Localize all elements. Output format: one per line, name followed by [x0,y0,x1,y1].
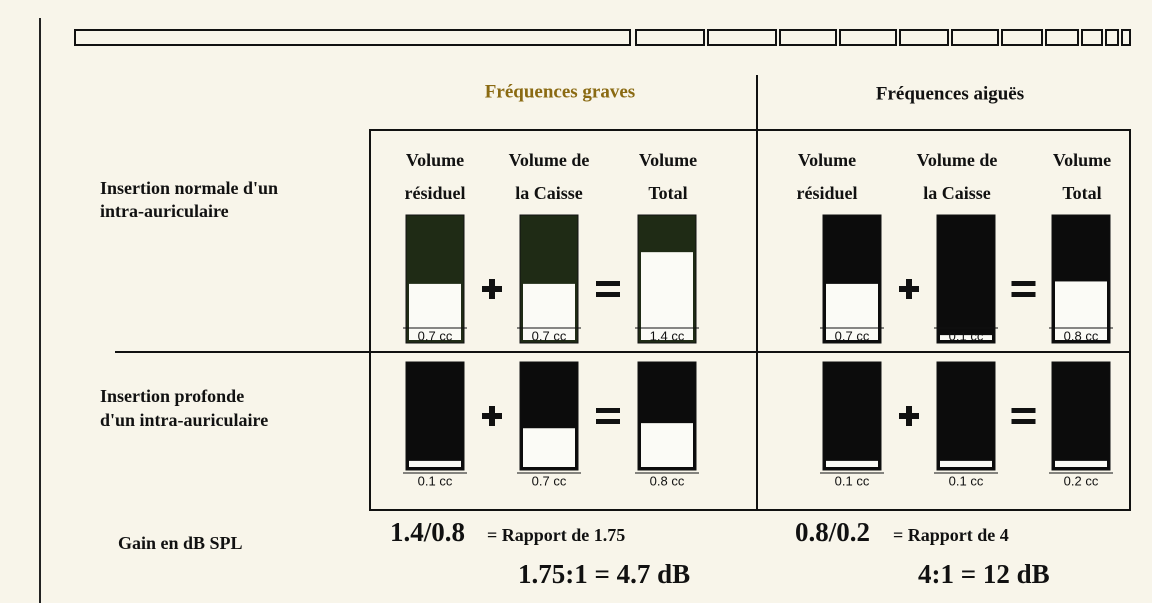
volume-header: résiduel [405,183,466,203]
volume-value: 0.7 cc [532,473,567,488]
volume-fill [940,335,992,340]
equals-top [596,281,620,286]
rapport: = Rapport de 4 [893,525,1009,545]
ratio: 1.4/0.8 [390,517,465,547]
bar-segment [839,29,897,46]
volume-value: 0.7 cc [532,328,567,343]
volume-header: Volume [639,150,697,170]
volume-header: résiduel [797,183,858,203]
volume-fill [409,460,461,467]
volume-bar [936,214,996,344]
volume-fill [940,460,992,467]
volume-bar [936,361,996,471]
volume-value: 0.8 cc [650,473,685,488]
volume-value: 0.1 cc [835,473,870,488]
equals-bottom [596,292,620,297]
equals-top [1011,281,1036,286]
volume-bar [1051,361,1111,471]
result: 4:1 = 12 dB [918,559,1050,589]
top-bar [74,29,1131,46]
row-label: Insertion normale d'un [100,178,278,198]
column-title: Fréquences aiguës [876,83,1024,104]
bar-segment [1121,29,1131,46]
equals-top [1011,408,1036,413]
volume-fill [523,283,575,340]
volume-header: Total [1062,183,1101,203]
volume-value: 0.2 cc [1064,473,1099,488]
volume-fill [1055,281,1107,340]
volume-value: 0.7 cc [835,328,870,343]
volume-fill [641,252,693,340]
volume-value: 0.1 cc [949,473,984,488]
bar-segment [1081,29,1103,46]
volume-header: Total [648,183,687,203]
volume-fill [523,428,575,467]
volume-bar [405,361,465,471]
volume-value: 0.1 cc [418,473,453,488]
equals-bottom [1011,292,1036,297]
volume-fill [826,460,878,467]
row-label: Insertion profonde [100,386,244,406]
volume-header: Volume [406,150,464,170]
volume-header: Volume de [917,150,998,170]
volume-header: la Caisse [515,183,583,203]
bar-segment [1045,29,1079,46]
equals-bottom [596,419,620,424]
volume-header: Volume [1053,150,1111,170]
plus-v [489,406,495,426]
column-title: Fréquences graves [485,81,635,102]
volume-bar [822,361,882,471]
volume-fill [641,423,693,467]
volume-header: Volume [798,150,856,170]
plus-v [489,279,495,299]
plus-v [906,406,912,426]
bar-segment [1001,29,1043,46]
bar-segment [635,29,705,46]
rapport: = Rapport de 1.75 [487,525,625,545]
row-label: intra-auriculaire [100,201,229,221]
volume-fill [1055,460,1107,467]
bar-segment [779,29,837,46]
bar-segment [899,29,949,46]
volume-value: 0.1 cc [949,328,984,343]
volume-value: 1.4 cc [650,328,685,343]
result: 1.75:1 = 4.7 dB [518,559,690,589]
volume-value: 0.8 cc [1064,328,1099,343]
bar-segment [707,29,777,46]
volume-fill [826,283,878,340]
plus-v [906,279,912,299]
volume-value: 0.7 cc [418,328,453,343]
bar-segment [951,29,999,46]
gain-label: Gain en dB SPL [118,533,243,553]
volume-fill [409,283,461,340]
equals-bottom [1011,419,1036,424]
volume-header: la Caisse [923,183,991,203]
table-frame [369,129,1131,511]
volume-header: Volume de [509,150,590,170]
ratio: 0.8/0.2 [795,517,870,547]
bar-segment [74,29,631,46]
row-label: d'un intra-auriculaire [100,410,268,430]
bar-segment [1105,29,1119,46]
equals-top [596,408,620,413]
